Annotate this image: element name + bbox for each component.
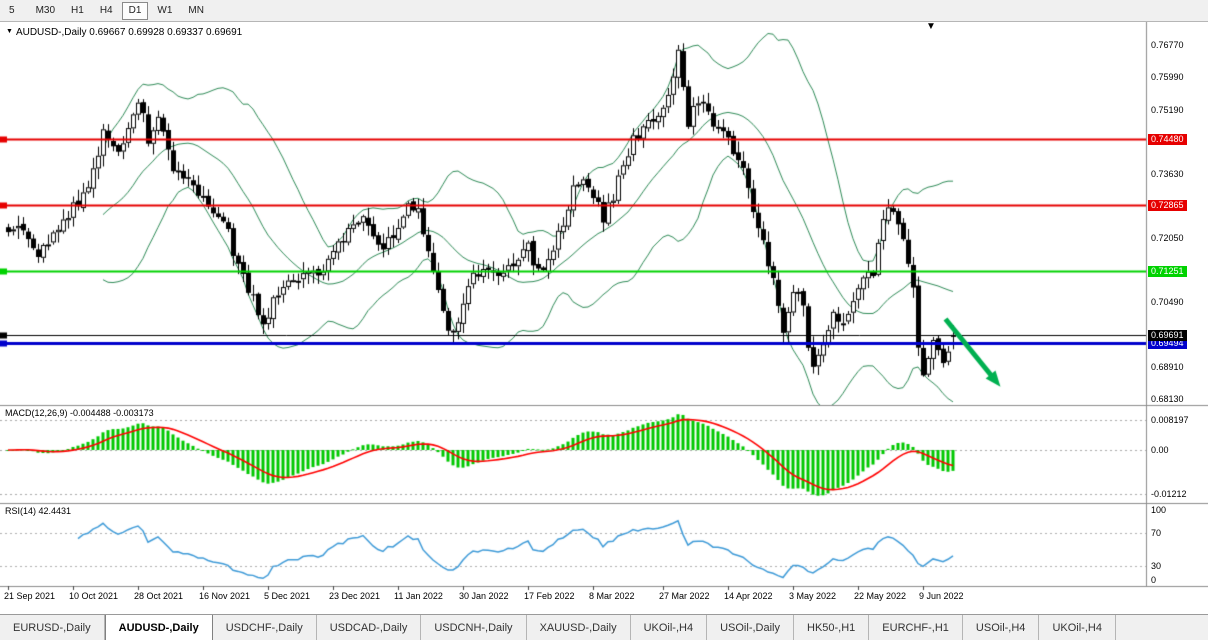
timeframe-button-d1[interactable]: D1: [121, 1, 149, 20]
date-axis-label: 11 Jan 2022: [394, 591, 443, 601]
chart-symbol-label: AUDUSD-,Daily: [15, 27, 87, 38]
date-axis-label: 22 May 2022: [854, 591, 907, 601]
price-axis-label: 0.75190: [1151, 105, 1184, 115]
hline-price-badge: 0.72865: [1148, 200, 1187, 212]
dropdown-triangle-icon[interactable]: ▼: [6, 28, 13, 35]
object-marker-icon[interactable]: ▼: [926, 21, 936, 32]
macd-axis-label: 0.008197: [1151, 414, 1189, 425]
chart-tab-bar: EURUSD-,Daily AUDUSD-,Daily USDCHF-,Daily U…: [0, 614, 1208, 640]
date-axis-label: 10 Oct 2021: [69, 591, 119, 601]
chart-canvas[interactable]: [0, 22, 1208, 614]
tab-usdcnh-daily[interactable]: USDCNH-,Daily: [421, 615, 527, 640]
price-axis-label: 0.75990: [1151, 72, 1184, 83]
chart-title: ▼ AUDUSD-,Daily 0.69667 0.69928 0.69337 0…: [6, 27, 242, 38]
tab-eurusd-daily[interactable]: EURUSD-,Daily: [0, 615, 105, 640]
hline-price-badge: 0.69494: [1148, 337, 1187, 349]
current-price-badge: 0.69691: [1148, 329, 1187, 341]
date-axis-label: 23 Dec 2021: [329, 591, 381, 601]
date-axis-label: 30 Jan 2022: [459, 591, 509, 601]
tab-usdchf-daily[interactable]: USDCHF-,Daily: [213, 615, 317, 640]
timeframe-button-mn[interactable]: MN: [188, 4, 204, 16]
rsi-indicator-label: RSI(14) 42.4431: [5, 506, 71, 516]
tab-ukoil-h4[interactable]: UKOil-,H4: [631, 615, 708, 640]
date-axis[interactable]: 21 Sep 2021 10 Oct 2021 28 Oct 2021 16 Nov …: [0, 586, 1146, 614]
date-axis-label: 27 Mar 2022: [659, 591, 710, 601]
date-axis-label: 28 Oct 2021: [134, 591, 184, 601]
chart-ohlc-readout: 0.69667 0.69928 0.69337 0.69691: [89, 27, 243, 38]
chart-area: ▼ AUDUSD-,Daily 0.69667 0.69928 0.69337 0…: [0, 22, 1208, 614]
rsi-name: RSI(14): [5, 506, 37, 516]
rsi-axis-label: 30: [1151, 561, 1162, 572]
timeframe-button-5[interactable]: 5: [9, 4, 15, 16]
tab-audusd-daily[interactable]: AUDUSD-,Daily: [104, 615, 213, 640]
date-axis-label: 5 Dec 2021: [264, 591, 311, 601]
price-axis-label: 0.68130: [1151, 393, 1184, 404]
price-axis-label: 0.68910: [1151, 361, 1184, 372]
date-axis-label: 21 Sep 2021: [4, 591, 56, 601]
timeframe-button-w1[interactable]: W1: [157, 4, 173, 16]
tab-ukoil-h4[interactable]: UKOil-,H4: [1039, 615, 1116, 640]
hline-price-badge: 0.71251: [1148, 266, 1187, 278]
price-axis-label: 0.73630: [1151, 168, 1184, 179]
tab-usoil-daily[interactable]: USOil-,Daily: [707, 615, 794, 640]
price-axis-label: 0.72050: [1151, 233, 1184, 244]
tab-hk50-h1[interactable]: HK50-,H1: [794, 615, 870, 640]
macd-axis-label: -0.01212: [1151, 489, 1187, 500]
tab-xauusd-daily[interactable]: XAUUSD-,Daily: [527, 615, 631, 640]
timeframe-button-m30[interactable]: M30: [35, 4, 56, 16]
tab-usdcad-daily[interactable]: USDCAD-,Daily: [317, 615, 422, 640]
price-axis-label: 0.76770: [1151, 40, 1184, 51]
date-axis-label: 16 Nov 2021: [199, 591, 251, 601]
timeframe-button-h1[interactable]: H1: [71, 4, 84, 16]
macd-values: -0.004488 -0.003173: [70, 408, 154, 418]
rsi-axis-label: 0: [1151, 575, 1157, 585]
macd-indicator-label: MACD(12,26,9) -0.004488 -0.003173: [5, 408, 154, 418]
rsi-value: 42.4431: [38, 506, 72, 516]
price-axis[interactable]: 0.76770 0.75990 0.75190 0.73630 0.72050 0.704…: [1146, 22, 1208, 586]
date-axis-label: 8 Mar 2022: [589, 591, 635, 601]
date-axis-label: 17 Feb 2022: [524, 591, 575, 601]
price-axis-label: 0.70490: [1151, 297, 1184, 308]
date-axis-label: 9 Jun 2022: [919, 591, 964, 601]
date-axis-label: 3 May 2022: [789, 591, 837, 601]
macd-name: MACD(12,26,9): [5, 408, 68, 418]
tab-usoil-h4[interactable]: USOil-,H4: [963, 615, 1040, 640]
tab-eurchf-h1[interactable]: EURCHF-,H1: [869, 615, 963, 640]
rsi-axis-label: 70: [1151, 528, 1162, 539]
rsi-axis-label: 100: [1151, 505, 1167, 515]
timeframe-toolbar: 5 M30 H1 H4 D1 W1 MN: [0, 0, 1208, 22]
macd-axis-label: 0.00: [1151, 445, 1169, 455]
timeframe-button-h4[interactable]: H4: [99, 4, 113, 16]
hline-price-badge: 0.74480: [1148, 134, 1187, 146]
date-axis-label: 14 Apr 2022: [724, 591, 773, 601]
